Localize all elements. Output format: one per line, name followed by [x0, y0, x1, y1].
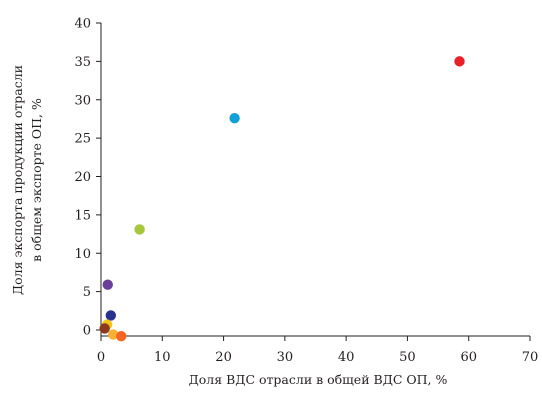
data-point: [108, 329, 119, 340]
y-tick-label: 40: [74, 17, 91, 32]
data-point: [454, 56, 465, 67]
y-tick-label: 10: [74, 247, 91, 262]
data-point: [102, 279, 113, 290]
x-tick-label: 20: [215, 350, 232, 365]
y-tick-label: 30: [74, 93, 91, 108]
axes: 0 5 10 15 20 25 30 35 40 0 10 20 30 40 50 60 70: [74, 17, 538, 366]
x-tick-label: 70: [522, 350, 539, 365]
data-point: [99, 323, 110, 334]
x-tick-label: 0: [97, 350, 105, 365]
y-axis-label-line-1: Доля экспорта продукции отрасли: [10, 65, 25, 295]
data-point: [116, 330, 127, 342]
data-point: [134, 224, 145, 235]
y-axis-label: Доля экспорта продукции отрасли в общем …: [10, 65, 44, 295]
y-tick-label: 20: [74, 170, 91, 185]
x-tick-label: 40: [338, 350, 355, 365]
y-tick-label: 5: [83, 285, 91, 300]
data-point: [229, 112, 240, 124]
y-tick-label: 0: [83, 324, 91, 339]
data-point: [105, 310, 117, 321]
x-axis-label: Доля ВДС отрасли в общей ВДС ОП, %: [189, 372, 448, 387]
y-tick-label: 25: [74, 132, 91, 147]
data-points: [99, 56, 465, 342]
x-tick-label: 60: [460, 350, 477, 365]
x-tick-label: 30: [277, 350, 294, 365]
x-tick-label: 50: [399, 350, 416, 365]
x-tick-label: 10: [154, 350, 171, 365]
y-axis-label-line-2: в общем экспорте ОП, %: [29, 98, 44, 262]
y-tick-label: 15: [74, 208, 91, 223]
y-tick-label: 35: [74, 55, 91, 70]
